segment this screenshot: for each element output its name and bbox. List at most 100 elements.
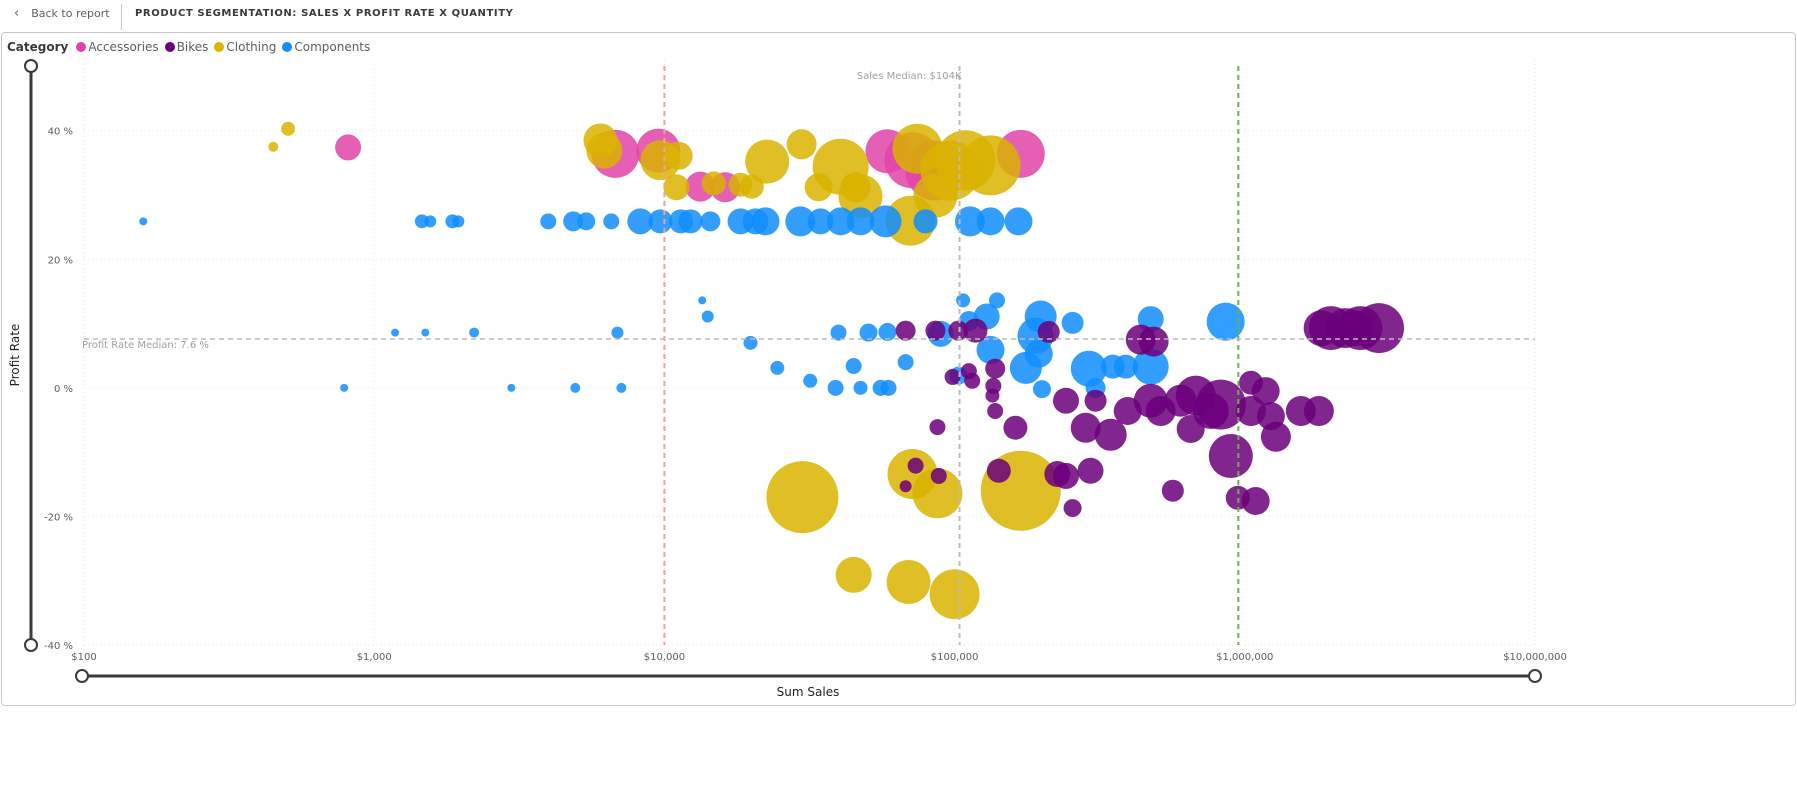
bubble-bikes bbox=[1138, 326, 1169, 357]
bubble-components bbox=[700, 211, 721, 232]
bubble-bikes bbox=[1161, 479, 1184, 502]
axis-ticks: $100 $1,000 $10,000 $100,000 $1,000,000 $10,0… bbox=[44, 127, 1567, 663]
visual-frame bbox=[1, 32, 1796, 706]
bubble-clothing bbox=[586, 132, 623, 169]
bubble-clothing bbox=[912, 468, 963, 519]
x-tick-label: $10,000 bbox=[644, 652, 685, 663]
x-tick-label: $10,000,000 bbox=[1503, 652, 1567, 663]
back-to-report-button[interactable]: ‹ Back to report bbox=[14, 6, 110, 21]
bubble-components bbox=[878, 322, 897, 341]
bubble-components bbox=[507, 383, 516, 392]
bubble-components bbox=[803, 373, 818, 388]
reference-lines: Sales Median: $104K Profit Rate Median: 7… bbox=[82, 66, 1535, 645]
bubble-components bbox=[853, 380, 868, 395]
bubble-components bbox=[570, 382, 581, 393]
x-slider-handle-left[interactable] bbox=[75, 669, 89, 683]
y-tick-label: -20 % bbox=[44, 512, 73, 523]
bubble-clothing bbox=[835, 556, 872, 593]
legend-item-clothing[interactable]: Clothing bbox=[214, 40, 276, 54]
bubble-bikes bbox=[948, 320, 969, 341]
bubble-components bbox=[827, 379, 844, 396]
bubble-clothing bbox=[838, 174, 883, 219]
bubble-bikes bbox=[1208, 434, 1253, 478]
legend-label: Components bbox=[294, 40, 371, 54]
bubble-bikes bbox=[1195, 379, 1246, 430]
back-label: Back to report bbox=[31, 7, 110, 20]
bubble-components bbox=[859, 323, 878, 342]
legend-item-accessories[interactable]: Accessories bbox=[76, 40, 159, 54]
bubble-components bbox=[469, 327, 480, 338]
bubble-bikes bbox=[985, 358, 1006, 379]
bubble-bikes bbox=[895, 320, 916, 341]
bubble-components bbox=[846, 207, 875, 236]
bubble-components bbox=[1061, 311, 1084, 334]
bubble-components bbox=[616, 382, 627, 393]
bubble-components bbox=[421, 328, 430, 337]
bubble-components bbox=[897, 354, 914, 371]
y-slider-handle-bottom[interactable] bbox=[24, 638, 38, 652]
bubble-clothing bbox=[886, 560, 931, 604]
bubble-clothing bbox=[960, 135, 1021, 196]
y-zoom-slider[interactable] bbox=[24, 59, 38, 652]
bubble-components bbox=[1004, 207, 1033, 236]
bubble-bikes bbox=[1084, 389, 1107, 412]
bubble-components bbox=[1113, 354, 1138, 379]
bubble-components bbox=[913, 209, 938, 234]
bubble-components bbox=[743, 335, 758, 350]
x-slider-handle-right[interactable] bbox=[1528, 669, 1542, 683]
bubble-components bbox=[1032, 380, 1051, 399]
y-tick-label: -40 % bbox=[44, 641, 73, 652]
y-tick-label: 40 % bbox=[48, 127, 73, 138]
bubble-bikes bbox=[1241, 487, 1270, 515]
bubble-bikes bbox=[1037, 320, 1060, 343]
bubble-components bbox=[830, 324, 847, 341]
bubble-components bbox=[611, 326, 624, 339]
bubble-bikes bbox=[1251, 377, 1280, 406]
bubble-components bbox=[976, 335, 1005, 364]
legend-title: Category bbox=[7, 40, 69, 54]
bubble-components bbox=[1132, 348, 1169, 385]
bubble-components bbox=[563, 211, 584, 232]
chevron-left-icon: ‹ bbox=[14, 6, 20, 21]
bubble-components bbox=[869, 205, 902, 238]
visual-title: PRODUCT SEGMENTATION: SALES X PROFIT RAT… bbox=[135, 8, 514, 19]
bubble-bikes bbox=[1052, 462, 1079, 489]
bubble-components bbox=[391, 328, 400, 337]
bubble-clothing bbox=[281, 121, 296, 136]
bubble-bikes bbox=[1256, 402, 1285, 431]
bubble-bikes bbox=[1303, 396, 1334, 426]
x-tick-label: $1,000,000 bbox=[1216, 652, 1273, 663]
legend-item-bikes[interactable]: Bikes bbox=[164, 40, 209, 54]
bubble-bikes bbox=[1070, 412, 1101, 443]
bubble-bikes bbox=[987, 403, 1004, 419]
bubble-components bbox=[976, 207, 1005, 236]
bubble-components bbox=[989, 292, 1006, 309]
bubble-components bbox=[807, 208, 834, 235]
legend-label: Bikes bbox=[176, 40, 209, 54]
bubble-components bbox=[452, 215, 465, 228]
bubble-bikes bbox=[944, 368, 961, 385]
bubble-bikes bbox=[1308, 306, 1353, 351]
bubble-bikes bbox=[1052, 387, 1079, 414]
bubble-components bbox=[603, 213, 620, 230]
y-slider-handle-top[interactable] bbox=[24, 59, 38, 73]
bubble-bikes bbox=[907, 457, 924, 474]
header-divider bbox=[121, 4, 122, 30]
bubble-bikes bbox=[985, 388, 1000, 403]
bubble-bikes bbox=[929, 419, 946, 436]
legend-item-components[interactable]: Components bbox=[282, 40, 370, 54]
bubble-components bbox=[751, 207, 780, 236]
bubble-components bbox=[1070, 350, 1107, 387]
bubble-clothing bbox=[663, 174, 690, 201]
bubble-components bbox=[424, 215, 437, 228]
bubble-bikes bbox=[1353, 303, 1404, 354]
header: ‹ Back to report PRODUCT SEGMENTATION: S… bbox=[0, 0, 1797, 30]
legend-dot bbox=[76, 42, 87, 52]
bubble-clothing bbox=[786, 129, 817, 160]
legend-dot bbox=[282, 42, 293, 52]
gridlines bbox=[83, 60, 1536, 646]
bubble-components bbox=[880, 379, 897, 396]
x-zoom-slider[interactable] bbox=[75, 669, 1542, 683]
bubble-components bbox=[340, 383, 349, 392]
y-tick-label: 0 % bbox=[54, 384, 73, 395]
